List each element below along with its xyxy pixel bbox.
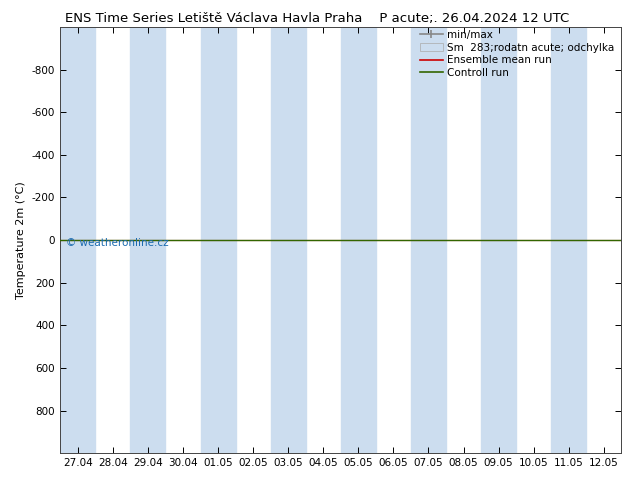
Y-axis label: Temperature 2m (°C): Temperature 2m (°C)	[16, 181, 27, 299]
Bar	[271, 27, 306, 453]
Bar	[200, 27, 236, 453]
Legend: min/max, Sm  283;rodatn acute; odchylka, Ensemble mean run, Controll run: min/max, Sm 283;rodatn acute; odchylka, …	[418, 28, 616, 80]
Text: ENS Time Series Letiště Václava Havla Praha    P acute;. 26.04.2024 12 UTC: ENS Time Series Letiště Václava Havla Pr…	[65, 12, 569, 25]
Bar	[60, 27, 95, 453]
Bar	[131, 27, 165, 453]
Bar	[341, 27, 376, 453]
Bar	[481, 27, 516, 453]
Bar	[411, 27, 446, 453]
Bar	[551, 27, 586, 453]
Text: © weatheronline.cz: © weatheronline.cz	[66, 238, 169, 248]
